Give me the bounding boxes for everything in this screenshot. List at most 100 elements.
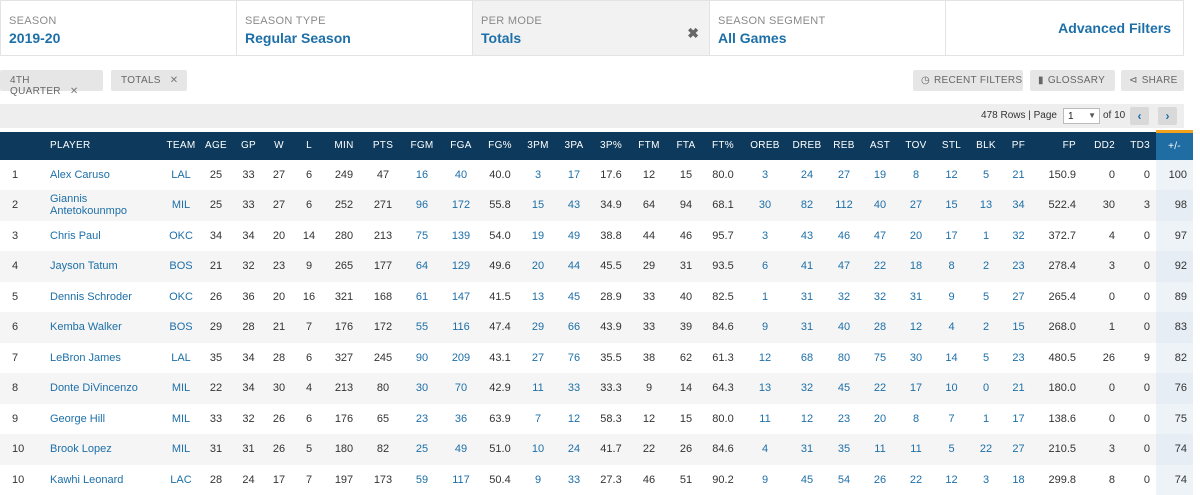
stat-link[interactable]: 59 [402, 465, 442, 495]
remove-tag-icon[interactable]: ✕ [70, 86, 79, 97]
stat-link[interactable]: 1 [969, 404, 1003, 435]
stat-link[interactable]: 24 [556, 434, 592, 465]
stat-link[interactable]: 4 [742, 434, 788, 465]
prev-page-button[interactable]: ‹ [1130, 107, 1149, 125]
stat-link[interactable]: 47 [826, 251, 862, 282]
stat-link[interactable]: 46 [826, 221, 862, 252]
stat-link[interactable]: 12 [934, 465, 969, 495]
stat-link[interactable]: 11 [742, 404, 788, 435]
stat-link[interactable]: 30 [898, 343, 934, 374]
stat-link[interactable]: 15 [934, 190, 969, 221]
stat-link[interactable]: 19 [862, 160, 898, 191]
remove-tag-icon[interactable]: ✕ [170, 75, 179, 86]
stat-link[interactable]: 129 [442, 251, 480, 282]
page-select[interactable]: 1 ▼ [1063, 108, 1100, 124]
column-header-fga[interactable]: FGA [442, 132, 480, 160]
stat-link[interactable]: 31 [788, 434, 826, 465]
stat-link[interactable]: 90 [402, 343, 442, 374]
stat-link[interactable]: 80 [826, 343, 862, 374]
quarter-tag[interactable]: 4TH QUARTER✕ [0, 70, 103, 91]
stat-link[interactable]: 76 [556, 343, 592, 374]
column-header-ast[interactable]: AST [862, 132, 898, 160]
column-header-reb[interactable]: REB [826, 132, 862, 160]
stat-link[interactable]: 82 [788, 190, 826, 221]
stat-link[interactable]: 30 [402, 373, 442, 404]
stat-link[interactable]: 40 [862, 190, 898, 221]
stat-link[interactable]: 16 [402, 160, 442, 191]
stat-link[interactable]: 12 [934, 160, 969, 191]
stat-link[interactable]: 68 [788, 343, 826, 374]
stat-link[interactable]: 7 [934, 404, 969, 435]
team-link[interactable]: BOS [163, 312, 199, 343]
player-name-link[interactable]: Kawhi Leonard [22, 465, 163, 495]
column-header-ftm[interactable]: FTM [630, 132, 668, 160]
stat-link[interactable]: 31 [898, 282, 934, 313]
stat-link[interactable]: 70 [442, 373, 480, 404]
stat-link[interactable]: 11 [898, 434, 934, 465]
stat-link[interactable]: 15 [520, 190, 556, 221]
stat-link[interactable]: 55 [402, 312, 442, 343]
column-header-l[interactable]: L [294, 132, 324, 160]
player-name-link[interactable]: Jayson Tatum [22, 251, 163, 282]
column-header-3p[interactable]: 3P% [592, 132, 630, 160]
stat-link[interactable]: 19 [520, 221, 556, 252]
stat-link[interactable]: 30 [742, 190, 788, 221]
stat-link[interactable]: 28 [862, 312, 898, 343]
stat-link[interactable]: 54 [826, 465, 862, 495]
stat-link[interactable]: 18 [898, 251, 934, 282]
stat-link[interactable]: 5 [934, 434, 969, 465]
stat-link[interactable]: 33 [556, 373, 592, 404]
stat-link[interactable]: 75 [402, 221, 442, 252]
advanced-filters-button[interactable]: Advanced Filters [946, 0, 1184, 56]
team-link[interactable]: MIL [163, 434, 199, 465]
column-header-fp[interactable]: FP [1034, 132, 1082, 160]
stat-link[interactable]: 27 [898, 190, 934, 221]
column-header-fta[interactable]: FTA [668, 132, 704, 160]
stat-link[interactable]: 22 [862, 251, 898, 282]
team-link[interactable]: OKC [163, 282, 199, 313]
stat-link[interactable]: 31 [788, 282, 826, 313]
column-header-w[interactable]: W [264, 132, 294, 160]
stat-link[interactable]: 64 [402, 251, 442, 282]
stat-link[interactable]: 27 [1003, 282, 1034, 313]
column-header-fgm[interactable]: FGM [402, 132, 442, 160]
stat-link[interactable]: 17 [934, 221, 969, 252]
share-button[interactable]: ⊲SHARE [1121, 70, 1184, 91]
stat-link[interactable]: 3 [520, 160, 556, 191]
recent-filters-button[interactable]: ◷RECENT FILTERS [913, 70, 1023, 91]
season-segment-filter[interactable]: SEASON SEGMENT All Games [710, 0, 946, 56]
stat-link[interactable]: 40 [826, 312, 862, 343]
stat-link[interactable]: 172 [442, 190, 480, 221]
stat-link[interactable]: 17 [1003, 404, 1034, 435]
stat-link[interactable]: 4 [934, 312, 969, 343]
team-link[interactable]: LAC [163, 465, 199, 495]
team-link[interactable]: BOS [163, 251, 199, 282]
stat-link[interactable]: 12 [788, 404, 826, 435]
column-header-fg[interactable]: FG% [480, 132, 520, 160]
team-link[interactable]: OKC [163, 221, 199, 252]
column-header-[interactable]: +/- [1156, 132, 1193, 160]
glossary-button[interactable]: ▮GLOSSARY [1030, 70, 1115, 91]
column-header-td3[interactable]: TD3 [1121, 132, 1156, 160]
stat-link[interactable]: 49 [556, 221, 592, 252]
stat-link[interactable]: 2 [969, 312, 1003, 343]
stat-link[interactable]: 9 [742, 465, 788, 495]
stat-link[interactable]: 1 [969, 221, 1003, 252]
stat-link[interactable]: 96 [402, 190, 442, 221]
stat-link[interactable]: 43 [788, 221, 826, 252]
stat-link[interactable]: 29 [520, 312, 556, 343]
stat-link[interactable]: 8 [934, 251, 969, 282]
stat-link[interactable]: 22 [898, 465, 934, 495]
team-link[interactable]: LAL [163, 343, 199, 374]
stat-link[interactable]: 6 [742, 251, 788, 282]
player-name-link[interactable]: Alex Caruso [22, 160, 163, 191]
stat-link[interactable]: 18 [1003, 465, 1034, 495]
stat-link[interactable]: 27 [1003, 434, 1034, 465]
stat-link[interactable]: 45 [556, 282, 592, 313]
stat-link[interactable]: 43 [556, 190, 592, 221]
stat-link[interactable]: 13 [742, 373, 788, 404]
column-header-3pa[interactable]: 3PA [556, 132, 592, 160]
stat-link[interactable]: 11 [862, 434, 898, 465]
column-header-pf[interactable]: PF [1003, 132, 1034, 160]
stat-link[interactable]: 147 [442, 282, 480, 313]
